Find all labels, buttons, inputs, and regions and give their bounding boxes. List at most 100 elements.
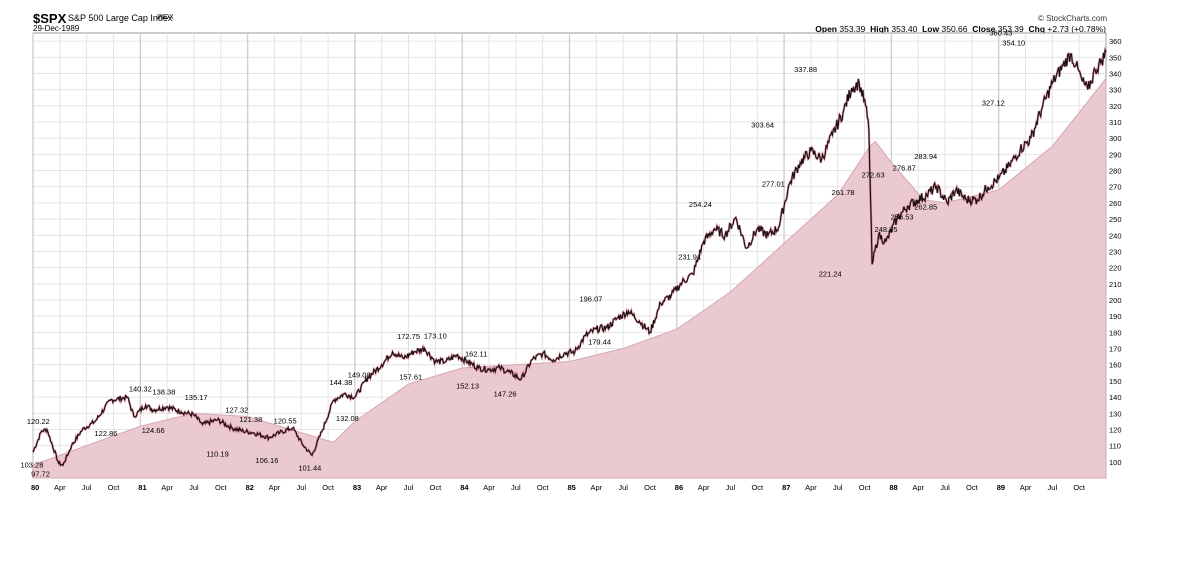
ticker-symbol: $SPX: [33, 11, 67, 26]
close-value: 353.39: [997, 24, 1024, 34]
y-tick-label: 170: [1109, 345, 1122, 354]
x-tick-label: Jul: [618, 483, 628, 492]
price-annotation: 124.66: [142, 426, 165, 435]
y-tick-label: 180: [1109, 328, 1122, 337]
x-tick-label: Apr: [376, 483, 388, 492]
y-tick-label: 200: [1109, 296, 1122, 305]
plot-area: [32, 32, 1107, 479]
exchange-label: INDX: [157, 14, 174, 21]
y-tick-label: 160: [1109, 361, 1122, 370]
legend-ema150-text: EMA(150) 336.81: [48, 58, 108, 67]
price-annotation: 256.53: [891, 213, 914, 222]
x-tick-label: Apr: [483, 483, 495, 492]
price-annotation: 261.78: [832, 188, 855, 197]
x-tick-label: 83: [353, 483, 361, 492]
y-tick-label: 190: [1109, 312, 1122, 321]
legend-ema150: ▲EMA(150) 336.81: [41, 58, 108, 67]
y-tick-label: 310: [1109, 118, 1122, 127]
x-tick-label: Oct: [859, 483, 872, 492]
x-tick-label: Oct: [966, 483, 979, 492]
y-tick-label: 140: [1109, 393, 1122, 402]
x-tick-label: 81: [138, 483, 146, 492]
x-tick-label: Jul: [511, 483, 521, 492]
price-annotation: 135.17: [185, 393, 208, 402]
x-tick-label: Jul: [1048, 483, 1058, 492]
chg-label: Chg: [1028, 24, 1046, 34]
price-annotation: 172.75: [397, 332, 420, 341]
x-tick-label: 80: [31, 483, 39, 492]
x-tick-label: Jul: [296, 483, 306, 492]
y-tick-label: 300: [1109, 134, 1122, 143]
x-tick-label: 86: [675, 483, 683, 492]
price-annotation: 337.88: [794, 65, 817, 74]
price-annotation: 97.72: [31, 470, 50, 479]
x-tick-label: Oct: [1073, 483, 1086, 492]
price-annotation: 283.94: [914, 152, 937, 161]
price-annotation: 147.26: [494, 389, 517, 398]
price-annotation: 179.44: [588, 337, 611, 346]
x-tick-label: Oct: [751, 483, 764, 492]
brand-watermark: © StockCharts.com: [1037, 14, 1107, 23]
ema-short-line: [31, 46, 1108, 468]
legend-price: ■ $SPX (Daily) 353.39 (29 Dec): [41, 33, 147, 42]
price-annotation: 121.38: [239, 415, 262, 424]
price-annotation: 152.13: [456, 381, 479, 390]
y-tick-label: 320: [1109, 102, 1122, 111]
close-label: Close: [972, 24, 996, 34]
x-tick-label: Jul: [189, 483, 199, 492]
x-tick-label: Apr: [698, 483, 710, 492]
x-tick-label: Oct: [430, 483, 443, 492]
high-label: High: [870, 24, 889, 34]
price-annotation: 127.32: [225, 406, 248, 415]
x-tick-label: Oct: [215, 483, 228, 492]
price-annotation: 231.91: [678, 252, 701, 261]
x-tick-label: Apr: [912, 483, 924, 492]
x-tick-label: Apr: [161, 483, 173, 492]
price-annotation: 272.63: [862, 170, 885, 179]
x-tick-label: Oct: [537, 483, 550, 492]
price-annotation: 132.08: [336, 414, 359, 423]
ohlc-readout: Open 353.39 High 353.40 Low 350.66 Close…: [815, 24, 1106, 34]
x-tick-label: 89: [997, 483, 1005, 492]
price-annotation: 122.86: [94, 429, 117, 438]
x-tick-label: Jul: [726, 483, 736, 492]
price-annotation: 110.19: [206, 449, 228, 458]
y-tick-label: 210: [1109, 280, 1122, 289]
low-value: 350.66: [941, 24, 968, 34]
y-tick-label: 120: [1109, 425, 1122, 434]
price-annotation: 277.01: [762, 179, 785, 188]
y-tick-label: 350: [1109, 53, 1122, 62]
y-tick-label: 110: [1109, 442, 1121, 451]
y-tick-label: 260: [1109, 199, 1122, 208]
price-annotation: 120.55: [274, 417, 297, 426]
price-annotation: 120.22: [27, 417, 50, 426]
x-tick-label: Apr: [54, 483, 66, 492]
x-tick-label: Jul: [940, 483, 950, 492]
price-annotation: 149.08: [348, 370, 371, 379]
y-tick-label: 230: [1109, 247, 1122, 256]
chg-value: +2.73 (+0.78%): [1047, 24, 1106, 34]
chart-date: 29-Dec-1989: [33, 24, 80, 33]
y-tick-label: 100: [1109, 458, 1122, 467]
y-tick-label: 250: [1109, 215, 1122, 224]
y-tick-label: 290: [1109, 150, 1122, 159]
index-name: S&P 500 Large Cap Index: [68, 13, 173, 23]
price-annotation: 254.24: [689, 200, 712, 209]
x-tick-label: 88: [889, 483, 897, 492]
x-tick-label: 82: [246, 483, 254, 492]
price-annotation: 354.10: [1002, 39, 1025, 48]
legend-price-text: $SPX (Daily) 353.39 (29 Dec): [47, 33, 147, 42]
x-tick-label: Apr: [590, 483, 602, 492]
y-tick-label: 330: [1109, 86, 1122, 95]
price-annotation: 221.24: [819, 270, 842, 279]
ema150-area: [32, 76, 1107, 479]
x-tick-label: Oct: [322, 483, 335, 492]
y-tick-label: 270: [1109, 183, 1122, 192]
price-annotation: 248.85: [875, 225, 898, 234]
price-annotation: 140.32: [129, 385, 152, 394]
open-value: 353.39: [839, 24, 866, 34]
x-tick-label: 84: [460, 483, 469, 492]
price-annotation: 173.10: [424, 332, 447, 341]
low-label: Low: [922, 24, 940, 34]
